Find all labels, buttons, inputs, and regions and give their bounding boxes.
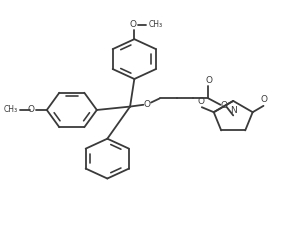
Text: O: O <box>198 97 205 106</box>
Text: O: O <box>220 101 227 110</box>
Text: CH₃: CH₃ <box>149 20 163 29</box>
Text: CH₃: CH₃ <box>4 106 18 114</box>
Text: O: O <box>260 95 267 104</box>
Text: O: O <box>27 106 34 114</box>
Text: O: O <box>129 20 136 29</box>
Text: N: N <box>230 106 237 115</box>
Text: O: O <box>143 100 150 109</box>
Text: O: O <box>206 76 213 85</box>
